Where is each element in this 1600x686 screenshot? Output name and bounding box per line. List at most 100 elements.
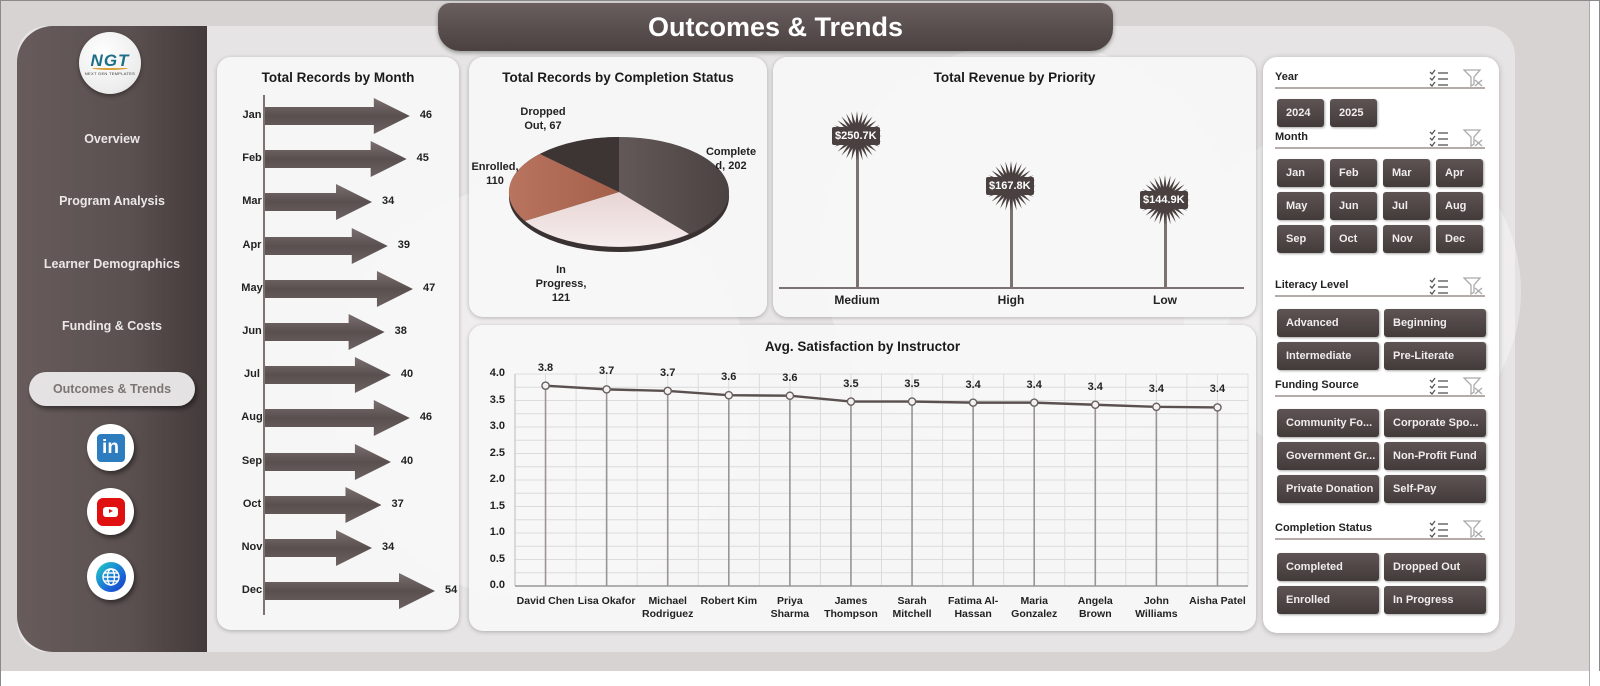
slicer-option-month[interactable]: Jun	[1330, 192, 1377, 220]
slicer-title-literacy: Literacy Level	[1275, 279, 1349, 291]
slicer-option-month[interactable]: Sep	[1277, 225, 1324, 253]
clear-filter-icon[interactable]	[1462, 69, 1483, 88]
sidebar-item-program-analysis[interactable]: Program Analysis	[59, 194, 165, 208]
slicer-option-literacy[interactable]: Advanced	[1277, 309, 1379, 337]
slicer-option-funding[interactable]: Corporate Spo...	[1384, 409, 1486, 437]
multi-select-icon[interactable]	[1429, 69, 1449, 87]
slicer-option-completion[interactable]: In Progress	[1384, 586, 1486, 614]
slicer-option-month[interactable]: Oct	[1330, 225, 1377, 253]
line-plot-area[interactable]	[469, 325, 1256, 631]
pie-slice-dropped-out	[540, 137, 619, 192]
multi-select-icon[interactable]	[1429, 277, 1449, 295]
instructor-axis-label: Lisa Okafor	[576, 595, 638, 608]
month-arrow-bar[interactable]	[265, 141, 407, 178]
instructor-axis-label: Michael Rodriguez	[637, 595, 699, 621]
chart-satisfaction-by-instructor: Avg. Satisfaction by Instructor 4.0 3.5 3.…	[469, 325, 1256, 631]
label-line: Sharma	[770, 608, 810, 620]
month-axis-label: Jun	[242, 325, 262, 337]
label-line: Fatima Al-	[947, 595, 999, 607]
month-axis-label: Aug	[241, 411, 263, 424]
label-line: Williams	[1135, 608, 1178, 620]
slicer-option-literacy[interactable]: Intermediate	[1277, 342, 1379, 370]
label-line: James	[834, 595, 868, 607]
sidebar-item-overview[interactable]: Overview	[84, 132, 140, 146]
month-axis-label: May	[241, 281, 263, 294]
slicer-option-month[interactable]: Mar	[1383, 159, 1430, 187]
month-axis-label: Jul	[244, 368, 260, 381]
slicer-option-month[interactable]: Apr	[1436, 159, 1483, 187]
multi-select-icon[interactable]	[1429, 520, 1449, 538]
multi-select-icon[interactable]	[1429, 377, 1449, 395]
chart-title: Avg. Satisfaction by Instructor	[764, 339, 961, 354]
month-axis-label: Feb	[242, 152, 262, 165]
sidebar-item-outcomes-trends[interactable]: Outcomes & Trends	[29, 372, 195, 406]
data-point-label: 3.4	[1026, 378, 1042, 391]
slicer-option-completion[interactable]: Completed	[1277, 553, 1379, 581]
slicer-header-month: Month	[1275, 129, 1485, 149]
month-arrow-bar[interactable]	[265, 98, 410, 134]
sidebar-item-funding-costs[interactable]: Funding & Costs	[62, 319, 162, 333]
instructor-axis-label: John Williams	[1125, 595, 1187, 621]
data-point-label: 3.4	[965, 378, 981, 391]
slicer-option-funding[interactable]: Self-Pay	[1384, 475, 1486, 503]
month-arrow-bar[interactable]	[265, 357, 391, 394]
month-arrow-bar[interactable]	[265, 184, 373, 221]
month-axis-label: Oct	[242, 497, 262, 510]
instructor-axis-label: David Chen	[515, 595, 577, 608]
data-point-label: 3.8	[537, 361, 554, 374]
clear-filter-icon[interactable]	[1462, 520, 1483, 539]
month-arrow-bar[interactable]	[265, 227, 388, 264]
slicer-option-year[interactable]: 2024	[1277, 99, 1324, 127]
youtube-button[interactable]	[87, 488, 134, 535]
slicer-option-literacy[interactable]: Pre-Literate	[1384, 342, 1486, 370]
website-button[interactable]	[87, 553, 134, 600]
label-line: Angela	[1077, 595, 1113, 607]
month-arrow-bar[interactable]	[265, 270, 413, 307]
clear-filter-icon[interactable]	[1462, 377, 1483, 396]
priority-axis-label: Low	[1153, 293, 1177, 307]
slicer-option-completion[interactable]: Enrolled	[1277, 586, 1379, 614]
slicer-option-literacy[interactable]: Beginning	[1384, 309, 1486, 337]
instructor-axis-label: Robert Kim	[698, 595, 760, 608]
month-value-label: 38	[394, 325, 407, 337]
month-arrow-bar[interactable]	[265, 573, 435, 610]
month-arrow-bar[interactable]	[265, 530, 373, 566]
month-value-label: 34	[382, 541, 395, 553]
logo[interactable]: NGT NEXT GEN TEMPLATES	[79, 32, 141, 94]
filter-panel: Year 2024 2025 Month Jan Feb Mar Apr May Jun Jul Au…	[1263, 57, 1499, 633]
bottom-margin	[1, 671, 1600, 686]
sidebar-item-learner-demographics[interactable]: Learner Demographics	[43, 257, 181, 271]
pie-label-dropped-out: Dropped Out, 67	[520, 106, 566, 132]
slicer-option-funding[interactable]: Government Gr...	[1277, 442, 1379, 470]
pie-slice-in-progress	[525, 192, 689, 247]
slicer-option-month[interactable]: Jul	[1383, 192, 1430, 220]
slicer-option-month[interactable]: Dec	[1436, 225, 1483, 253]
slicer-option-completion[interactable]: Dropped Out	[1384, 553, 1486, 581]
instructor-axis-label: Fatima Al- Hassan	[942, 595, 1004, 621]
youtube-icon	[96, 497, 125, 526]
month-arrow-bar[interactable]	[265, 314, 385, 350]
pie-chart[interactable]	[507, 137, 732, 257]
month-arrow-bar[interactable]	[265, 443, 391, 480]
month-arrow-bar[interactable]	[265, 486, 382, 523]
revenue-data-label: $144.9K	[1140, 191, 1188, 209]
clear-filter-icon[interactable]	[1462, 129, 1483, 148]
clear-filter-icon[interactable]	[1462, 277, 1483, 296]
linkedin-button[interactable]: in	[87, 424, 134, 471]
slicer-option-month[interactable]: Feb	[1330, 159, 1377, 187]
slicer-option-month[interactable]: May	[1277, 192, 1324, 220]
slicer-option-year[interactable]: 2025	[1330, 99, 1377, 127]
multi-select-icon[interactable]	[1429, 129, 1449, 147]
month-arrow-bar[interactable]	[265, 400, 410, 437]
slicer-option-month[interactable]: Nov	[1383, 225, 1430, 253]
slicer-option-funding[interactable]: Community Fo...	[1277, 409, 1379, 437]
slicer-option-funding[interactable]: Private Donation	[1277, 475, 1379, 503]
label-line: Aisha Patel	[1189, 595, 1246, 607]
slicer-option-month[interactable]: Jan	[1277, 159, 1324, 187]
slicer-option-funding[interactable]: Non-Profit Fund	[1384, 442, 1486, 470]
slicer-option-month[interactable]: Aug	[1436, 192, 1483, 220]
month-value-label: 46	[419, 109, 433, 121]
slicer-header-literacy: Literacy Level	[1275, 277, 1485, 297]
linkedin-icon: in	[96, 433, 125, 462]
globe-icon	[95, 561, 126, 592]
